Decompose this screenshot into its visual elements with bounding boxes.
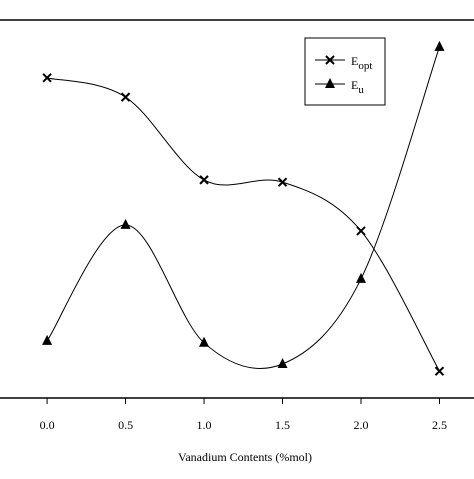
marker-triangle [434,40,445,51]
x-tick-label: 1.5 [275,418,290,432]
marker-x [199,175,209,185]
legend-label: Eu [351,78,364,96]
x-tick-label: 0.5 [118,418,133,432]
x-axis-label: Vanadium Contents (%mol) [178,450,312,464]
marker-x [277,177,288,187]
marker-triangle [199,336,210,347]
marker-x [325,55,335,65]
marker-x [42,73,52,83]
marker-triangle [277,357,288,368]
marker-triangle [120,218,131,229]
x-tick-label: 2.0 [353,418,368,432]
marker-x [356,226,366,236]
series-line [46,46,440,369]
legend-name: E [351,78,358,92]
marker-triangle [325,78,335,88]
x-tick-label: 1.0 [197,418,212,432]
series-line [46,77,440,372]
legend-label: Eopt [351,54,372,72]
legend-box [304,37,386,106]
legend-subscript: opt [358,60,372,72]
marker-triangle [355,272,366,283]
x-tick-label: 2.5 [432,418,447,432]
legend-name: E [351,54,358,68]
marker-triangle [42,334,53,345]
x-tick-label: 0.0 [40,418,55,432]
legend-subscript: u [358,84,364,96]
marker-x [434,366,445,376]
marker-x [120,92,131,102]
